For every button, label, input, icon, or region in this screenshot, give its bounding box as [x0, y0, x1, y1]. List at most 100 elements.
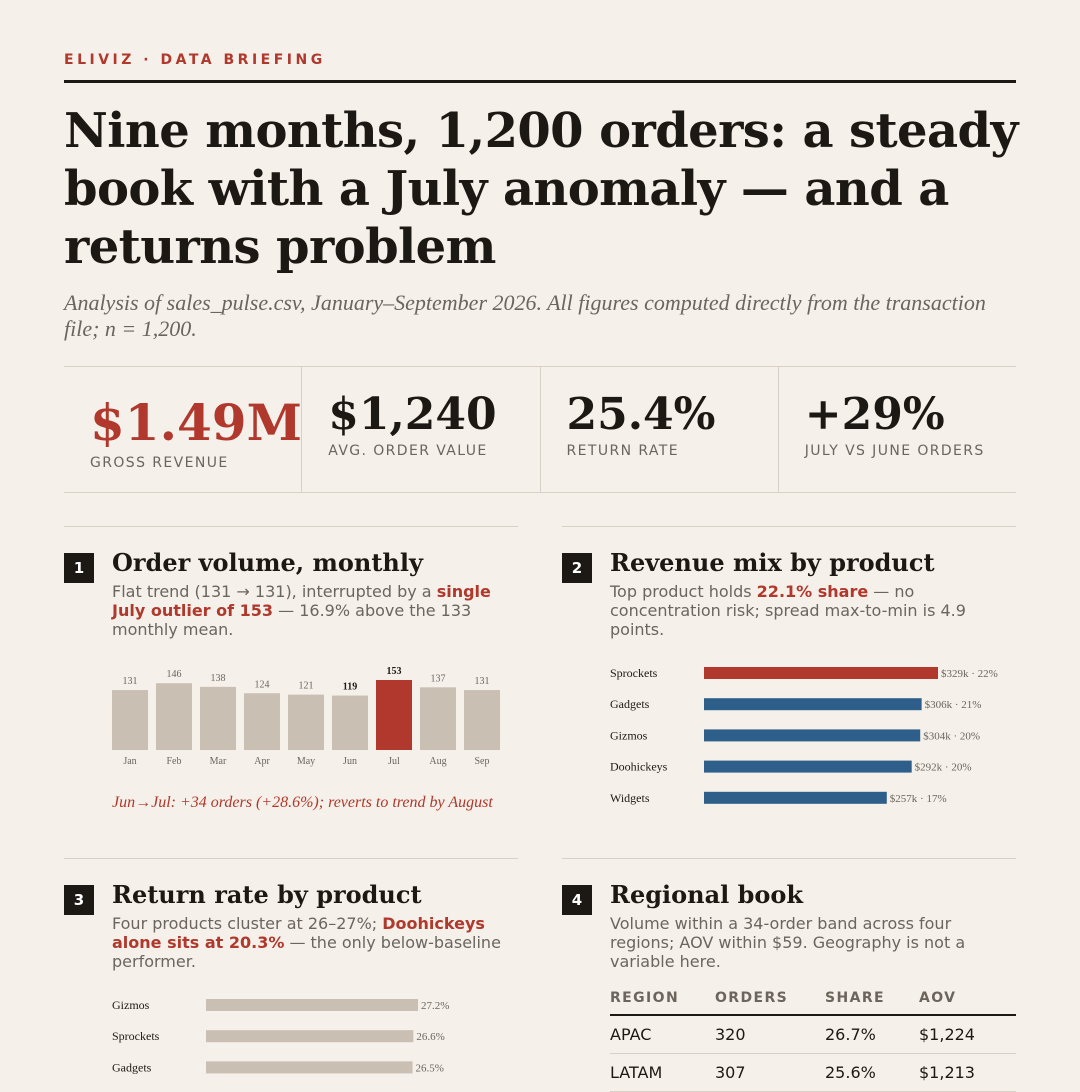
cell-region: APAC [610, 1015, 715, 1054]
tick-label: Jan [123, 756, 136, 767]
subhead: Analysis of sales_pulse.csv, January–Sep… [64, 290, 986, 341]
cell-orders: 320 [715, 1015, 825, 1054]
section-revenue-mix: 2 Revenue mix by product Top product hol… [562, 526, 1016, 826]
bar-jan [112, 690, 148, 750]
section-number: 3 [64, 885, 94, 915]
section-title: Revenue mix by product [610, 548, 935, 577]
bar-value-label: 131 [123, 676, 138, 687]
section-description: Flat trend (131 → 131), interrupted by a… [112, 582, 518, 639]
kpi-avg-order-value: $1,240 AVG. ORDER VALUE [301, 367, 539, 492]
column-header-region: REGION [610, 988, 715, 1016]
column-header-orders: ORDERS [715, 988, 825, 1016]
bar-value-label: 131 [475, 676, 490, 687]
section-description: Top product holds 22.1% share — no conce… [610, 582, 1016, 639]
bar-doohickeys [704, 760, 912, 773]
bar-value-label: 27.2% [421, 1000, 449, 1012]
category-label: Sprockets [610, 666, 658, 680]
desc-text: Top product holds [610, 582, 757, 601]
bar-value-label: 26.6% [416, 1031, 444, 1043]
bar-value-label: 121 [299, 681, 314, 692]
section-regional-book: 4 Regional book Volume within a 34-order… [562, 858, 1016, 1092]
tick-label: May [297, 756, 315, 767]
headline: Nine months, 1,200 orders: a steady book… [64, 103, 1018, 275]
region-table: REGION ORDERS SHARE AOV APAC 320 26.7% $… [610, 988, 1016, 1092]
cell-region: LATAM [610, 1053, 715, 1092]
category-label: Gizmos [112, 998, 150, 1012]
bar-sep [464, 690, 500, 750]
kpi-label: GROSS REVENUE [90, 455, 229, 471]
bar-gadgets [206, 1061, 413, 1074]
revenue-mix-chart: Sprockets $329k · 22% Gadgets $306k · 21% Gi… [610, 666, 998, 805]
bar-value-label: $306k · 21% [925, 699, 982, 711]
monthly-orders-chart: 131 Jan 146 Feb 138 Mar 124 Apr 121 May 119 Jun 153 J… [112, 666, 500, 767]
column-header-share: SHARE [825, 988, 919, 1016]
top-rule [64, 80, 1016, 83]
kpi-label: RETURN RATE [566, 443, 679, 459]
tick-label: Feb [167, 756, 182, 767]
category-label: Gizmos [610, 728, 648, 742]
bar-value-label: $292k · 20% [915, 762, 972, 774]
bar-aug [420, 687, 456, 750]
bar-feb [156, 683, 192, 750]
bar-value-label: 146 [167, 669, 182, 680]
desc-text: Flat trend (131 → 131), interrupted by a [112, 582, 437, 601]
column-header-aov: AOV [919, 988, 1016, 1016]
return-rate-chart: Gizmos 27.2% Sprockets 26.6% Gadgets 26.5% [112, 998, 449, 1074]
section-rule [64, 858, 518, 859]
bar-sprockets [704, 667, 938, 679]
section-description: Volume within a 34-order band across fou… [610, 914, 966, 971]
bar-value-label: $257k · 17% [890, 793, 947, 805]
kpi-label: AVG. ORDER VALUE [328, 443, 488, 459]
category-label: Sprockets [112, 1029, 160, 1043]
bar-value-label: $304k · 20% [923, 730, 980, 742]
kpi-value: 25.4% [566, 389, 716, 440]
kpi-value: +29% [804, 389, 945, 440]
category-label: Gadgets [610, 697, 650, 711]
desc-highlight: 22.1% share [756, 582, 869, 601]
bar-apr [244, 693, 280, 750]
desc-text: Four products cluster at 26–27%; [112, 914, 383, 933]
kpi-value: $1,240 [328, 389, 497, 440]
bar-value-label: $329k · 22% [941, 668, 998, 680]
section-description: Four products cluster at 26–27%; Doohick… [112, 914, 518, 971]
kpi-return-rate: 25.4% RETURN RATE [539, 367, 778, 492]
tick-label: Jul [388, 756, 400, 767]
cell-aov: $1,224 [919, 1015, 1016, 1054]
table-row: LATAM 307 25.6% $1,213 [610, 1053, 1016, 1092]
tick-label: Mar [210, 756, 227, 767]
section-title: Order volume, monthly [112, 548, 423, 577]
bar-sprockets [206, 1030, 414, 1043]
bar-mar [200, 686, 236, 750]
tick-label: Aug [429, 756, 446, 767]
bar-value-label: 26.5% [416, 1062, 444, 1074]
bar-gizmos [206, 999, 418, 1011]
section-title: Regional book [610, 880, 804, 909]
section-rule [64, 526, 518, 527]
desc-text: — no concentration risk; spread max-to-m… [610, 582, 966, 639]
desc-highlight: single July outlier of 153 [112, 582, 491, 620]
chart-note: Jun→Jul: +34 orders (+28.6%); reverts to… [112, 794, 493, 811]
section-rule [562, 858, 1016, 859]
bar-value-label: 124 [255, 679, 270, 690]
cell-share: 26.7% [825, 1015, 919, 1054]
category-label: Gadgets [112, 1060, 152, 1074]
section-number: 2 [562, 553, 592, 583]
category-label: Widgets [610, 791, 650, 805]
tick-label: Apr [254, 756, 270, 767]
kpi-gross-revenue: $1.49M GROSS REVENUE [64, 367, 302, 492]
section-title: Return rate by product [112, 880, 422, 909]
tick-label: Jun [343, 756, 357, 767]
kpi-july-vs-june: +29% JULY VS JUNE ORDERS [777, 367, 1016, 492]
desc-highlight: Doohickeys alone sits at 20.3% [112, 914, 485, 952]
bar-gizmos [704, 729, 921, 742]
kpi-strip: $1.49M GROSS REVENUE $1,240 AVG. ORDER V… [64, 366, 1016, 493]
table-row: APAC 320 26.7% $1,224 [610, 1015, 1016, 1054]
table-header-row: REGION ORDERS SHARE AOV [610, 988, 1016, 1016]
bar-jul [376, 680, 412, 750]
bar-value-label: 153 [387, 666, 402, 677]
bar-value-label: 137 [431, 673, 446, 684]
cell-share: 25.6% [825, 1053, 919, 1092]
kpi-label: JULY VS JUNE ORDERS [804, 443, 985, 459]
kpi-value: $1.49M [90, 393, 302, 452]
section-number: 4 [562, 885, 592, 915]
